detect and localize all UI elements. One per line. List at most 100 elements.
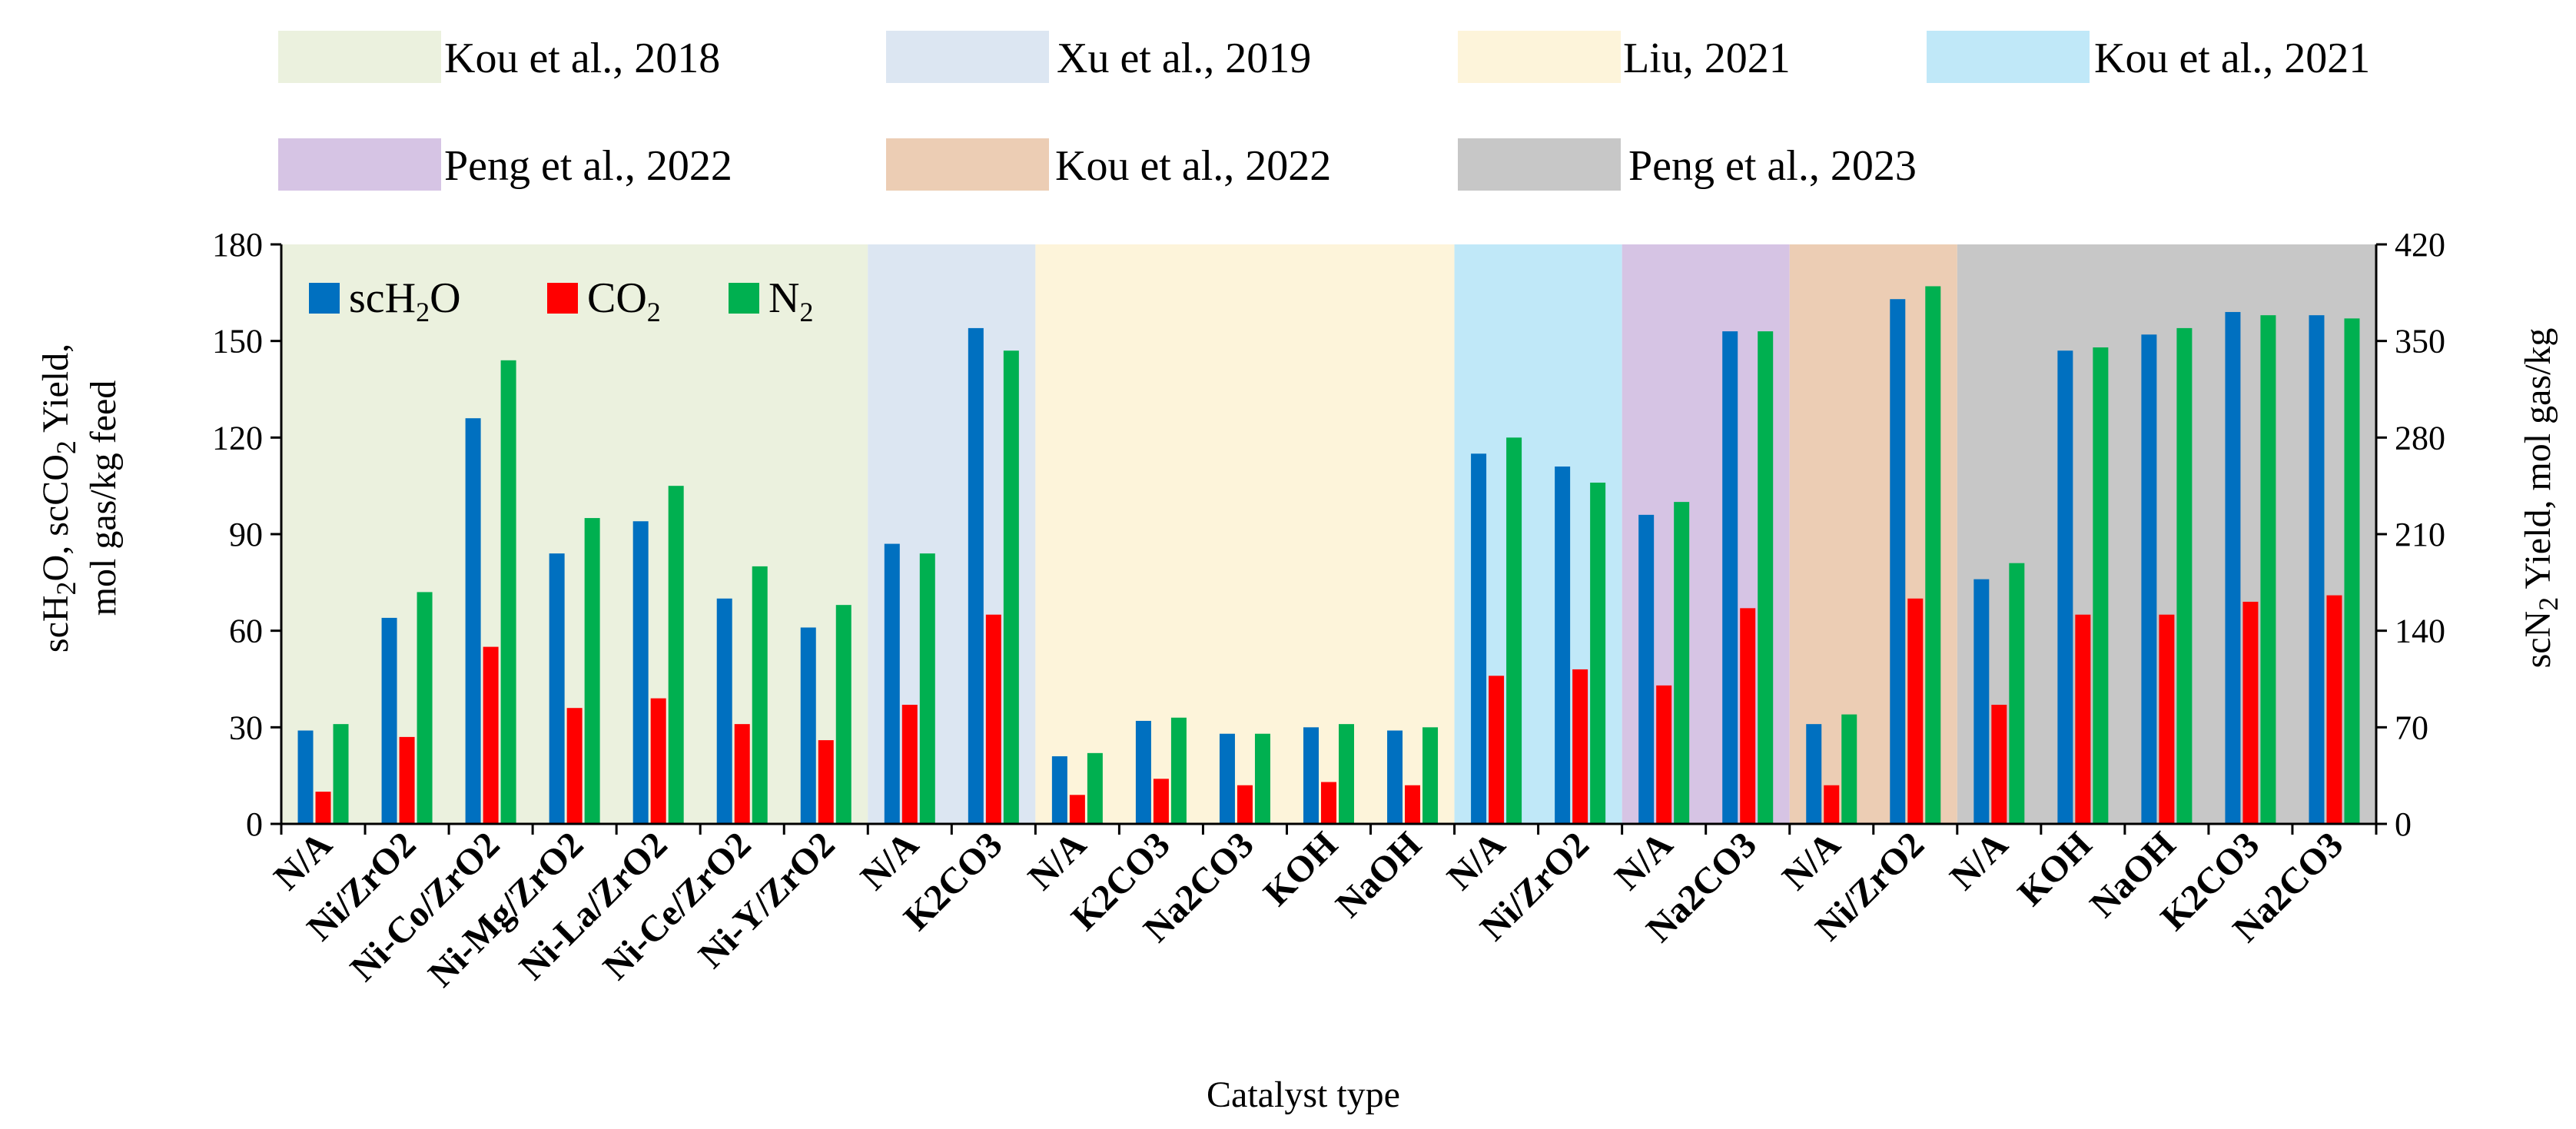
y-right-tick-label-70: 70 <box>2395 709 2428 746</box>
bar-N2-25 <box>2344 318 2360 824</box>
series-legend-label-scH2O: scH2O <box>349 274 461 327</box>
bar-N2-18 <box>1758 331 1774 825</box>
bar-CO2-12 <box>1237 785 1253 824</box>
series-legend-swatch-scH2O <box>309 283 340 314</box>
study-legend-swatch-6 <box>886 138 1049 191</box>
bar-scH2O-11 <box>1135 720 1151 824</box>
bar-N2-11 <box>1170 717 1187 824</box>
category-label-15: N/A <box>1439 824 1513 898</box>
bar-scH2O-3 <box>465 418 481 824</box>
category-label-21: N/A <box>1942 824 2016 898</box>
bar-CO2-13 <box>1321 782 1336 824</box>
y-left-tick-label-90: 90 <box>229 516 263 553</box>
bar-N2-7 <box>835 605 851 824</box>
bar-scH2O-5 <box>632 521 649 824</box>
y-right-tick-label-350: 350 <box>2395 323 2445 360</box>
bar-CO2-25 <box>2326 595 2342 824</box>
bar-N2-2 <box>417 592 433 824</box>
bar-N2-16 <box>1590 482 1606 824</box>
bar-scH2O-21 <box>1973 579 1990 824</box>
y-left-tick-label-0: 0 <box>246 805 263 843</box>
bar-scH2O-10 <box>1051 756 1067 824</box>
bar-scH2O-14 <box>1387 730 1403 824</box>
category-label-17: N/A <box>1607 824 1681 898</box>
y-axis-left-title-line-1: scH2O, scCO2 Yield, <box>35 344 81 652</box>
y-left-tick-label-150: 150 <box>212 323 263 360</box>
bar-CO2-9 <box>985 614 1001 824</box>
bar-CO2-1 <box>315 792 331 824</box>
bar-CO2-17 <box>1656 685 1672 824</box>
study-legend-swatch-2 <box>886 31 1049 83</box>
bar-N2-24 <box>2260 315 2276 825</box>
bar-N2-22 <box>2093 347 2109 824</box>
bar-scH2O-20 <box>1890 299 1906 824</box>
bar-CO2-24 <box>2242 601 2259 824</box>
bar-scH2O-15 <box>1471 453 1487 824</box>
bar-scH2O-13 <box>1303 727 1319 824</box>
bar-CO2-4 <box>566 708 583 824</box>
bar-N2-9 <box>1003 350 1019 824</box>
bar-CO2-2 <box>399 736 415 824</box>
bar-scH2O-8 <box>884 543 900 824</box>
bar-scH2O-4 <box>549 553 565 824</box>
bar-scH2O-23 <box>2141 334 2157 824</box>
category-label-1: N/A <box>266 824 340 898</box>
bar-N2-20 <box>1925 286 1941 824</box>
y-left-tick-label-180: 180 <box>212 226 263 264</box>
bar-CO2-22 <box>2075 614 2091 824</box>
study-legend-swatch-4 <box>1927 31 2090 83</box>
bar-CO2-18 <box>1740 608 1756 824</box>
series-legend-swatch-CO2 <box>547 283 578 314</box>
bar-CO2-6 <box>734 724 750 824</box>
bar-CO2-20 <box>1907 598 1924 824</box>
y-axis-left-title-line-2: mol gas/kg feed <box>83 380 124 616</box>
study-legend-swatch-5 <box>278 138 441 191</box>
bar-scH2O-22 <box>2057 350 2073 824</box>
bar-N2-6 <box>752 566 768 824</box>
bar-CO2-7 <box>818 740 834 824</box>
bar-N2-15 <box>1506 437 1522 824</box>
y-right-tick-label-210: 210 <box>2395 516 2445 553</box>
bar-CO2-8 <box>901 705 918 824</box>
y-axis-right-title: scN2 Yield, mol gas/kg <box>2518 328 2564 669</box>
study-legend-label-3: Liu, 2021 <box>1623 35 1791 82</box>
bar-scH2O-12 <box>1219 733 1235 824</box>
y-left-tick-label-30: 30 <box>229 709 263 746</box>
y-left-tick-label-120: 120 <box>212 419 263 457</box>
bar-scH2O-18 <box>1722 331 1738 825</box>
y-right-tick-label-0: 0 <box>2395 805 2412 843</box>
category-labels: N/ANi/ZrO2Ni-Co/ZrO2Ni-Mg/ZrO2Ni-La/ZrO2… <box>266 824 2351 995</box>
bar-N2-13 <box>1339 724 1354 824</box>
bar-scH2O-9 <box>968 327 984 824</box>
y-right-tick-label-280: 280 <box>2395 419 2445 457</box>
category-label-10: N/A <box>1021 824 1094 898</box>
bar-CO2-10 <box>1069 795 1085 824</box>
bar-scH2O-7 <box>800 627 816 824</box>
bar-N2-21 <box>2009 563 2025 824</box>
bar-CO2-21 <box>1991 705 2007 824</box>
x-axis-title: Catalyst type <box>1207 1074 1400 1115</box>
study-legend-label-4: Kou et al., 2021 <box>2094 35 2370 82</box>
study-legend-swatch-3 <box>1458 31 1621 83</box>
bar-scH2O-19 <box>1806 724 1822 824</box>
study-legend-label-2: Xu et al., 2019 <box>1057 35 1311 82</box>
bar-scH2O-1 <box>297 730 314 824</box>
study-legend-swatch-7 <box>1458 138 1621 191</box>
study-legend-label-6: Kou et al., 2022 <box>1055 142 1331 190</box>
bar-N2-17 <box>1674 502 1690 824</box>
y-right-tick-label-420: 420 <box>2395 226 2445 264</box>
bar-CO2-11 <box>1153 779 1169 824</box>
bar-scH2O-16 <box>1555 467 1571 824</box>
bar-N2-19 <box>1841 714 1857 824</box>
series-legend: scH2O CO2 N2 <box>309 274 813 327</box>
study-band-3 <box>1035 244 1455 824</box>
series-legend-swatch-N2 <box>729 283 759 314</box>
category-label-8: N/A <box>853 824 927 898</box>
bar-N2-14 <box>1422 727 1439 824</box>
bars <box>297 286 2360 825</box>
bar-N2-5 <box>668 486 684 824</box>
bar-CO2-14 <box>1405 785 1421 824</box>
study-legend-label-7: Peng et al., 2023 <box>1628 142 1917 190</box>
study-legend-label-5: Peng et al., 2022 <box>444 142 732 190</box>
bar-N2-23 <box>2176 327 2193 824</box>
